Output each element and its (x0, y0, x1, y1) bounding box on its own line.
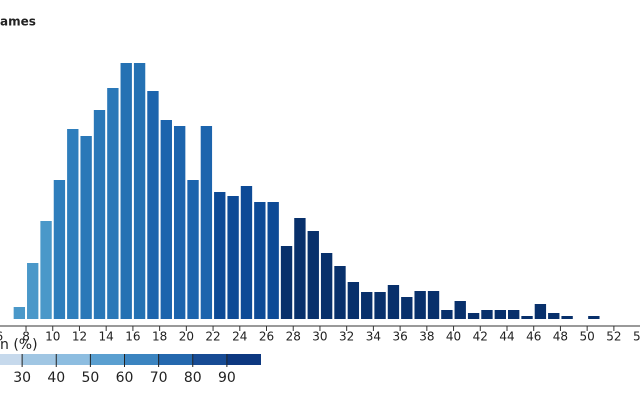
bar (454, 301, 466, 319)
bar (481, 310, 493, 319)
colorbar-label: n (%) (0, 337, 38, 353)
x-tick-label: 46 (526, 330, 541, 344)
bar (147, 91, 159, 319)
bar (40, 221, 52, 319)
x-tick-label: 20 (179, 330, 194, 344)
x-tick-label: 32 (339, 330, 354, 344)
x-tick-label: 22 (205, 330, 220, 344)
bar (227, 196, 239, 319)
bar (507, 310, 520, 319)
x-tick-label: 40 (446, 330, 461, 344)
colorbar-segment (158, 354, 193, 365)
bar (187, 180, 199, 319)
bar (588, 316, 600, 319)
bar (374, 292, 386, 319)
colorbar-segment (124, 354, 159, 365)
bar (521, 316, 533, 319)
bar (307, 231, 319, 319)
bar (93, 110, 106, 319)
x-tick-label: 8 (22, 330, 30, 344)
x-tick-label: 18 (152, 330, 167, 344)
bar (347, 282, 360, 319)
x-tick-label: 54 (633, 330, 640, 344)
bar (294, 218, 306, 319)
x-tick-label: 12 (72, 330, 87, 344)
bar (173, 126, 186, 319)
x-tick-label: 42 (473, 330, 488, 344)
colorbar-segment (226, 354, 261, 365)
x-tick-label: 24 (232, 330, 247, 344)
x-tick-label: 16 (125, 330, 140, 344)
bar (361, 292, 373, 319)
colorbar-tick-label: 50 (81, 370, 99, 386)
bar (120, 63, 132, 319)
colorbar-tick-label: 90 (218, 370, 236, 386)
bar (387, 285, 400, 319)
x-tick-label: 26 (259, 330, 274, 344)
colorbar-segment (192, 354, 227, 365)
x-tick-label: 30 (312, 330, 327, 344)
bar (80, 136, 92, 319)
bar (561, 316, 573, 319)
x-tick-label: 38 (419, 330, 434, 344)
bar (548, 313, 560, 319)
bar (414, 291, 426, 319)
colorbar-tick-label: 60 (116, 370, 134, 386)
x-tick-label: 14 (99, 330, 114, 344)
colorbar-segment (90, 354, 125, 365)
bar (53, 180, 66, 319)
x-tick-label: 28 (286, 330, 301, 344)
colorbar-tick-label: 80 (184, 370, 202, 386)
bar (467, 313, 480, 319)
bar (334, 266, 346, 319)
colorbar-tick-label: 40 (47, 370, 65, 386)
colorbar-segment (22, 354, 57, 365)
bar (160, 120, 172, 319)
bar (13, 307, 26, 319)
x-tick-label: 10 (45, 330, 60, 344)
bar (534, 304, 547, 319)
bar (494, 310, 506, 319)
bar (107, 88, 119, 319)
x-tick-label: 6 (0, 330, 3, 344)
bar (214, 192, 226, 319)
bar (27, 263, 39, 319)
colorbar-segment (56, 354, 91, 365)
x-tick-label: 50 (580, 330, 595, 344)
bar (267, 202, 279, 319)
bar (254, 202, 266, 319)
bar (200, 126, 213, 319)
colorbar-tick-label: 70 (150, 370, 168, 386)
bar (240, 186, 253, 319)
x-tick-label: 36 (392, 330, 407, 344)
bar (320, 253, 333, 319)
bar (427, 291, 440, 319)
bar (133, 63, 146, 319)
x-tick-label: 52 (606, 330, 621, 344)
bar (67, 129, 79, 319)
bar (401, 297, 413, 319)
chart-title: ames (0, 15, 36, 29)
x-tick-label: 48 (553, 330, 568, 344)
x-tick-label: 34 (366, 330, 381, 344)
bar (441, 310, 453, 319)
x-tick-label: 44 (499, 330, 514, 344)
colorbar-tick-label: 30 (13, 370, 31, 386)
colorbar-segment (0, 354, 23, 365)
bar (280, 246, 293, 319)
